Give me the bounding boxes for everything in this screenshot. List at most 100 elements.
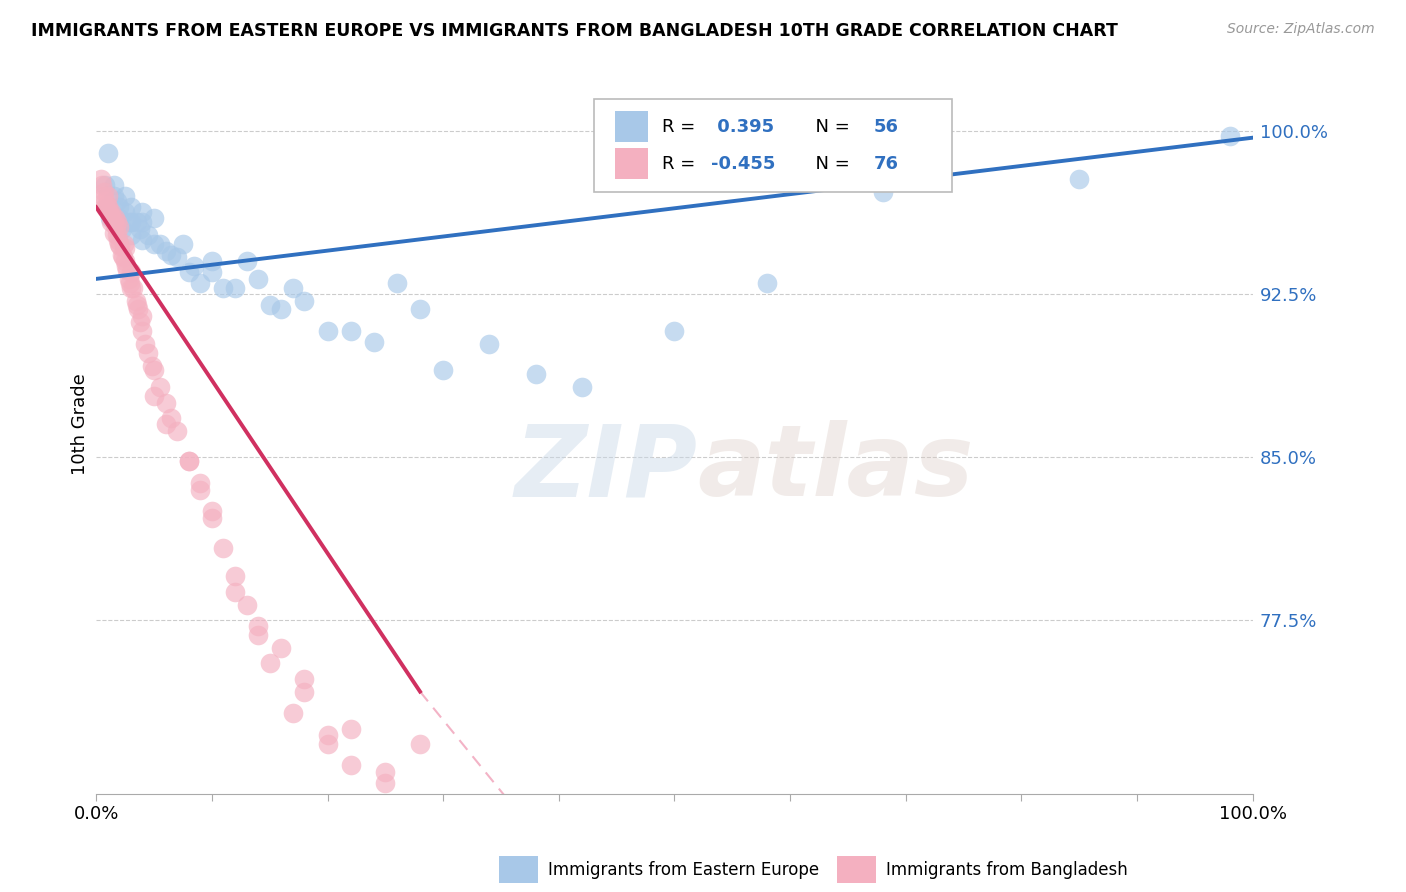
Text: ZIP: ZIP: [515, 420, 697, 517]
Point: [125, 298, 148, 312]
Text: atlas: atlas: [697, 420, 974, 517]
Point: [143, 363, 166, 377]
Point: [212, 280, 235, 294]
Point: [131, 324, 153, 338]
Point: [385, 277, 408, 291]
Point: [166, 250, 188, 264]
Point: [131, 204, 153, 219]
Text: N =: N =: [804, 154, 855, 173]
Text: Source: ZipAtlas.com: Source: ZipAtlas.com: [1227, 22, 1375, 37]
Point: [872, 185, 894, 199]
Point: [270, 641, 292, 656]
Point: [259, 657, 281, 671]
Point: [292, 672, 315, 686]
Point: [101, 211, 124, 225]
Point: [98, 207, 121, 221]
Point: [108, 200, 131, 214]
Point: [117, 272, 139, 286]
Point: [188, 476, 211, 491]
Point: [90, 172, 112, 186]
FancyBboxPatch shape: [593, 99, 952, 192]
Point: [97, 145, 120, 160]
Point: [155, 395, 177, 409]
Point: [212, 541, 235, 556]
Point: [432, 363, 454, 377]
Point: [118, 277, 141, 291]
Point: [270, 302, 292, 317]
Point: [339, 758, 361, 772]
Point: [97, 189, 120, 203]
Point: [91, 178, 114, 193]
Point: [143, 211, 166, 225]
Point: [136, 345, 159, 359]
Point: [97, 204, 120, 219]
Text: 56: 56: [873, 118, 898, 136]
Point: [224, 280, 246, 294]
Y-axis label: 10th Grade: 10th Grade: [72, 374, 89, 475]
Point: [94, 178, 117, 193]
Point: [177, 265, 200, 279]
Point: [247, 619, 270, 633]
Point: [155, 244, 177, 258]
Point: [103, 226, 125, 240]
Point: [281, 280, 304, 294]
Point: [105, 194, 128, 208]
Point: [120, 228, 142, 243]
Point: [120, 200, 142, 214]
Point: [120, 280, 142, 294]
Point: [96, 198, 118, 212]
Point: [97, 200, 120, 214]
Point: [172, 237, 194, 252]
Text: -0.455: -0.455: [711, 154, 776, 173]
Text: IMMIGRANTS FROM EASTERN EUROPE VS IMMIGRANTS FROM BANGLADESH 10TH GRADE CORRELAT: IMMIGRANTS FROM EASTERN EUROPE VS IMMIGR…: [31, 22, 1118, 40]
Point: [94, 194, 117, 208]
Point: [124, 293, 146, 308]
Point: [478, 337, 501, 351]
Point: [91, 189, 114, 203]
Point: [143, 237, 166, 252]
Point: [201, 511, 224, 525]
Point: [524, 368, 547, 382]
Point: [103, 189, 125, 203]
Point: [107, 233, 129, 247]
Text: Immigrants from Bangladesh: Immigrants from Bangladesh: [886, 861, 1128, 879]
Point: [166, 424, 188, 438]
Point: [235, 598, 257, 612]
Point: [104, 219, 127, 234]
Point: [224, 584, 246, 599]
Point: [115, 259, 138, 273]
Point: [339, 324, 361, 338]
Point: [94, 200, 117, 214]
Point: [100, 204, 122, 219]
Point: [108, 211, 131, 225]
Point: [131, 215, 153, 229]
Point: [1219, 128, 1241, 143]
Point: [108, 237, 131, 252]
Point: [129, 315, 152, 329]
Point: [117, 263, 139, 277]
Text: R =: R =: [662, 118, 700, 136]
Point: [122, 280, 145, 294]
Point: [316, 324, 339, 338]
Point: [224, 569, 246, 583]
Point: [259, 298, 281, 312]
Point: [98, 211, 121, 225]
Text: 0.395: 0.395: [711, 118, 775, 136]
Point: [183, 259, 205, 273]
Point: [571, 380, 593, 394]
Point: [103, 215, 125, 229]
Point: [188, 277, 211, 291]
Point: [374, 776, 396, 790]
Point: [141, 359, 163, 373]
Point: [149, 380, 172, 394]
Point: [120, 215, 142, 229]
Point: [177, 454, 200, 468]
Point: [114, 242, 136, 256]
Text: R =: R =: [662, 154, 700, 173]
Point: [363, 334, 385, 349]
Point: [247, 272, 270, 286]
Point: [134, 337, 156, 351]
Point: [114, 204, 136, 219]
Point: [281, 706, 304, 721]
Text: N =: N =: [804, 118, 855, 136]
